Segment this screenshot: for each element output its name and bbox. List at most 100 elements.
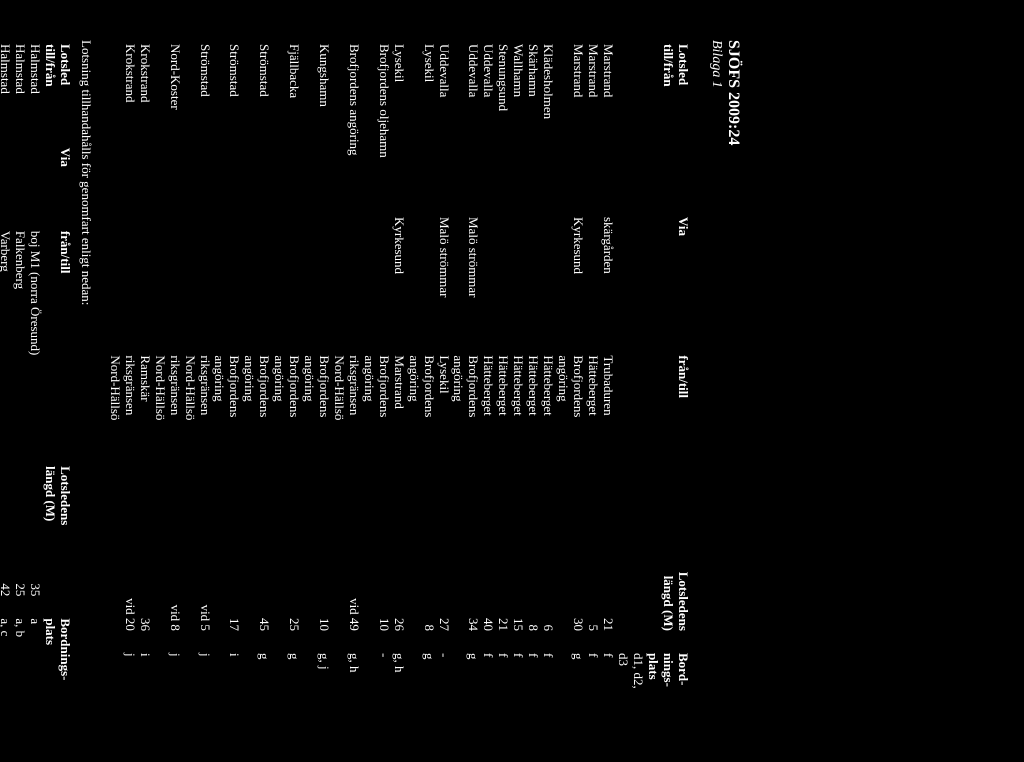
cell-via (525, 213, 540, 351)
table-row: Nord-Hällsö (331, 40, 346, 732)
section-note: Lotsning tillhandahålls för genomfart en… (78, 40, 93, 732)
cell-bord: f (525, 649, 540, 732)
cell-frantill: Ramskär (137, 351, 152, 559)
table-row: Strömstadriksgränsenvid 5j (197, 40, 212, 732)
cell-frantill: Hätteberget (495, 351, 510, 559)
table-row: StrömstadBrofjordens45g (256, 40, 271, 732)
cell-bord: g (256, 649, 271, 732)
cell-bord: a (27, 614, 42, 732)
cell-bord: j (122, 649, 137, 732)
table-row: Nord-Hällsö (107, 40, 122, 732)
cell-lotsled (555, 40, 570, 213)
cell-via (107, 213, 122, 351)
th-bord-5: d3 (615, 649, 630, 732)
cell-frantill: Nord-Hällsö (331, 351, 346, 559)
cell-bord: a, c (0, 614, 12, 732)
cell-lotsled: Stenungsund (495, 40, 510, 213)
cell-langd: vid 20 (122, 559, 137, 649)
cell-lotsled: Nord-Koster (167, 40, 182, 213)
table-row: Brofjordens angöringriksgränsenvid 49g, … (346, 40, 361, 732)
cell-langd (451, 559, 466, 649)
table-row: SkärhamnHätteberget8f (525, 40, 540, 732)
cell-frantill: Hätteberget (585, 351, 600, 559)
cell-frantill: Hätteberget (480, 351, 495, 559)
th2-lotsled-1: Lotsled (57, 40, 72, 144)
cell-lotsled (361, 40, 376, 213)
cell-langd: 45 (256, 559, 271, 649)
cell-bord: i (137, 649, 152, 732)
table-row: angöring (241, 40, 256, 732)
cell-langd: 25 (12, 462, 27, 614)
cell-via (376, 213, 391, 351)
table-row: MarstrandskärgårdenTrubaduren21f (600, 40, 615, 732)
cell-via (226, 213, 241, 351)
cell-bord (107, 649, 122, 732)
cell-via (361, 213, 376, 351)
table-main: Lotsled Via från/till Lotsledens Bord- t… (107, 40, 690, 732)
cell-via (271, 213, 286, 351)
cell-lotsled (212, 40, 227, 213)
cell-lotsled (241, 40, 256, 213)
th2-langd-2: längd (M) (42, 462, 57, 614)
cell-via (555, 213, 570, 351)
th-lotsled-2: till/från (660, 40, 675, 213)
cell-lotsled: Brofjordens oljehamn (376, 40, 391, 213)
cell-langd: 25 (286, 559, 301, 649)
cell-bord: - (436, 649, 451, 732)
table-row: UddevallaMalö strömmarLysekil27- (436, 40, 451, 732)
cell-frantill: Nord-Hällsö (182, 351, 197, 559)
cell-bord (301, 649, 316, 732)
cell-langd: 35 (27, 462, 42, 614)
cell-frantill: angöring (555, 351, 570, 559)
cell-via: Malö strömmar (465, 213, 480, 351)
cell-via (480, 213, 495, 351)
cell-frantill: Hätteberget (540, 351, 555, 559)
cell-langd: 15 (510, 559, 525, 649)
cell-langd (212, 559, 227, 649)
table-row: Nord-Kosterriksgränsenvid 8j (167, 40, 182, 732)
cell-frantill: Marstrand (391, 351, 406, 559)
cell-bord: g (465, 649, 480, 732)
cell-frantill: Brofjordens (570, 351, 585, 559)
cell-lotsled: Kungshamn (316, 40, 331, 213)
cell-langd (406, 559, 421, 649)
th2-bord-2: plats (42, 614, 57, 732)
cell-frantill: angöring (406, 351, 421, 559)
table-row: KrokstrandRamskär36i (137, 40, 152, 732)
cell-lotsled: Marstrand (570, 40, 585, 213)
cell-bord (406, 649, 421, 732)
cell-langd (182, 559, 197, 649)
cell-frantill: angöring (451, 351, 466, 559)
table-row: UddevallaHätteberget40f (480, 40, 495, 732)
cell-bord (451, 649, 466, 732)
cell-langd: 10 (376, 559, 391, 649)
cell-lotsled (331, 40, 346, 213)
cell-lotsled: Uddevalla (436, 40, 451, 213)
cell-via (495, 213, 510, 351)
cell-lotsled: Strömstad (256, 40, 271, 213)
th-blank (660, 213, 675, 351)
cell-via (152, 213, 167, 351)
rotated-content: SJÖFS 2009:24 Bilaga 1 Lotsled Via från/… (0, 0, 762, 762)
cell-bord: f (510, 649, 525, 732)
cell-langd: 26 (391, 559, 406, 649)
cell-via (0, 144, 12, 227)
th-lotsled: Lotsled (675, 40, 690, 213)
table-row: LysekilBrofjordens8g (421, 40, 436, 732)
cell-lotsled: Fjällbacka (286, 40, 301, 213)
table-row: angöring (212, 40, 227, 732)
cell-via (197, 213, 212, 351)
th2-bord-1: Bordnings- (57, 614, 72, 732)
page-root: SJÖFS 2009:24 Bilaga 1 Lotsled Via från/… (0, 0, 1024, 762)
cell-via (212, 213, 227, 351)
cell-lotsled: Halmstad (27, 40, 42, 144)
cell-frantill: angöring (301, 351, 316, 559)
cell-lotsled: Krokstrand (137, 40, 152, 213)
cell-via (12, 144, 27, 227)
cell-via (451, 213, 466, 351)
cell-langd: 40 (480, 559, 495, 649)
cell-langd: 21 (600, 559, 615, 649)
cell-lotsled (152, 40, 167, 213)
cell-langd (107, 559, 122, 649)
table-row: MarstrandKyrkesundBrofjordens30g (570, 40, 585, 732)
